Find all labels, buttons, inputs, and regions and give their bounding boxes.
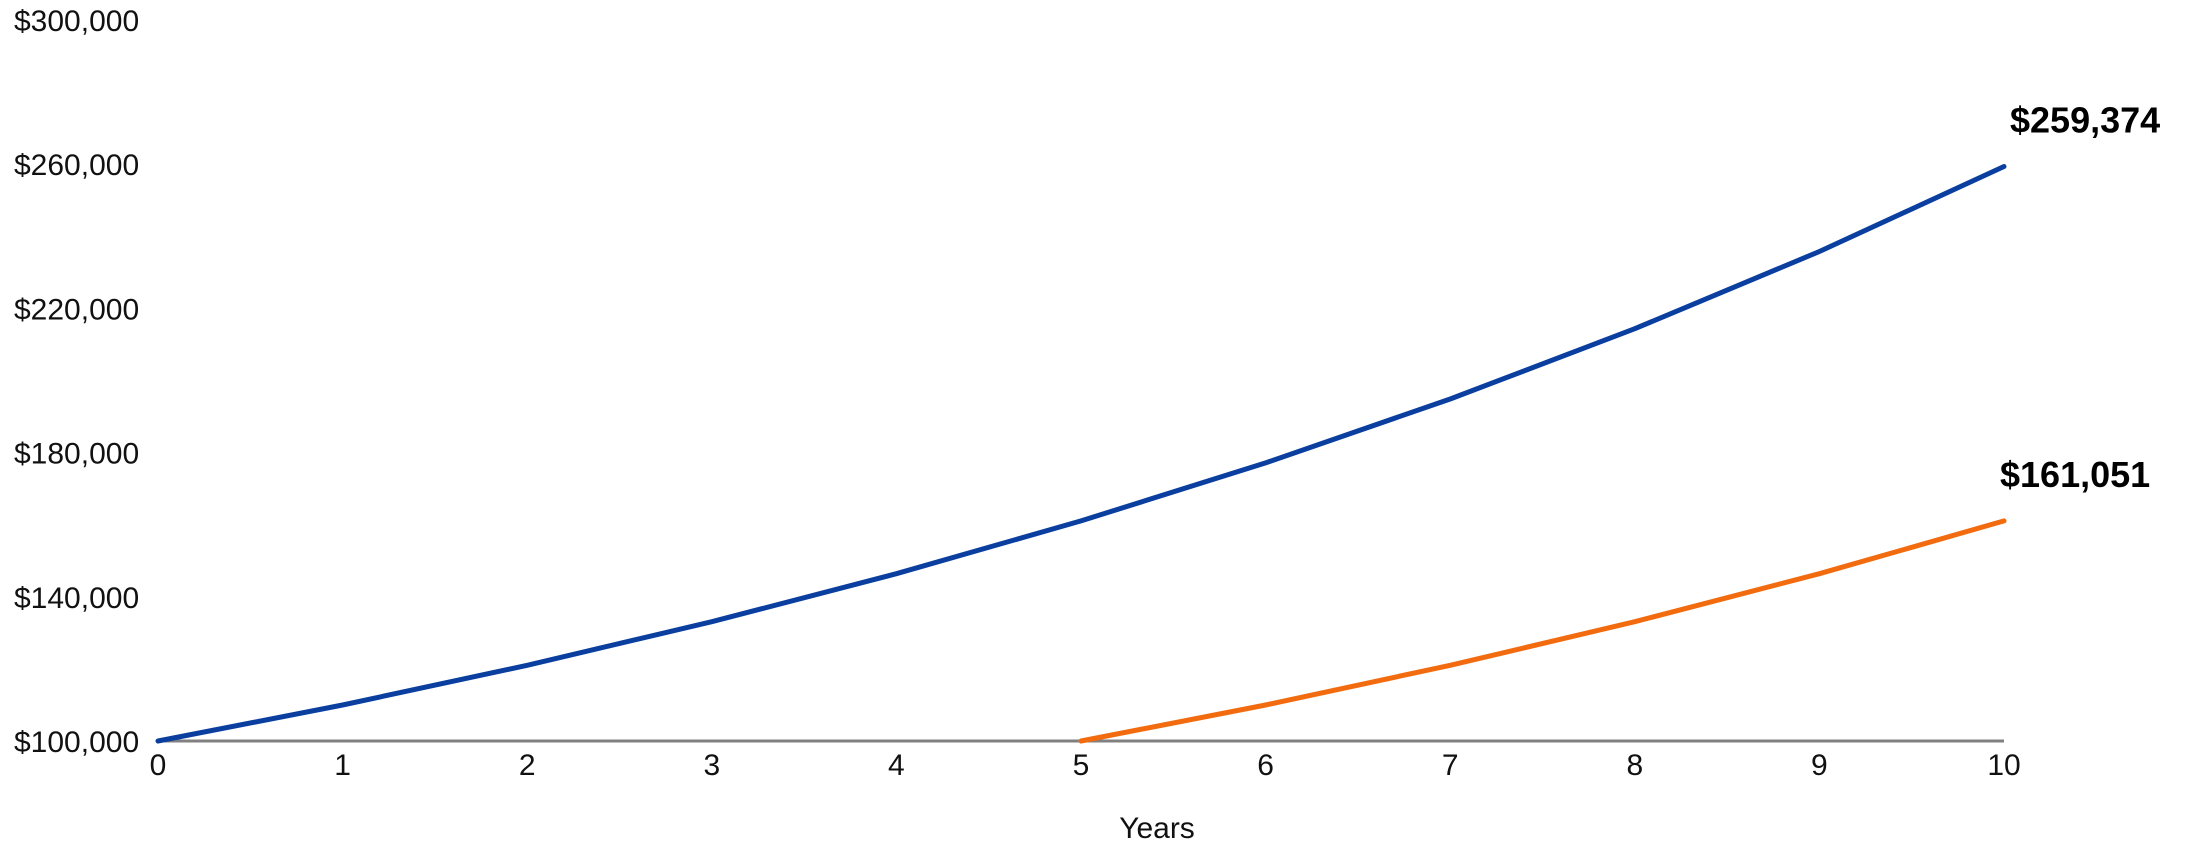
series-end-label-1: $259,374	[2010, 99, 2160, 140]
series-end-label-2: $161,051	[2000, 454, 2150, 495]
x-axis-title: Years	[1119, 812, 1195, 845]
series-line-1	[155, 164, 2007, 744]
x-tick-label: 10	[1987, 749, 2020, 782]
y-tick-label: $100,000	[14, 726, 139, 759]
end-labels-layer: $259,374 $161,051	[2000, 99, 2160, 494]
x-tick-label: 7	[1442, 749, 1459, 782]
x-tick-label: 1	[334, 749, 351, 782]
x-tick-label: 6	[1257, 749, 1274, 782]
y-tick-label: $180,000	[14, 438, 139, 471]
y-tick-label: $140,000	[14, 582, 139, 615]
x-axis-ticks: 0 1 2 3 4 5 6 7 8 9 10	[150, 749, 2021, 782]
y-axis-ticks: $100,000 $140,000 $180,000 $220,000 $260,000…	[14, 5, 139, 759]
y-tick-label: $260,000	[14, 149, 139, 182]
x-tick-label: 2	[519, 749, 536, 782]
x-tick-label: 5	[1073, 749, 1090, 782]
x-tick-label: 9	[1811, 749, 1828, 782]
y-tick-label: $300,000	[14, 5, 139, 38]
x-tick-label: 3	[703, 749, 720, 782]
series-line-2	[1078, 518, 2007, 744]
x-tick-label: 0	[150, 749, 167, 782]
series-layer	[155, 164, 2007, 744]
x-tick-label: 8	[1626, 749, 1643, 782]
x-tick-label: 4	[888, 749, 905, 782]
y-tick-label: $220,000	[14, 293, 139, 326]
